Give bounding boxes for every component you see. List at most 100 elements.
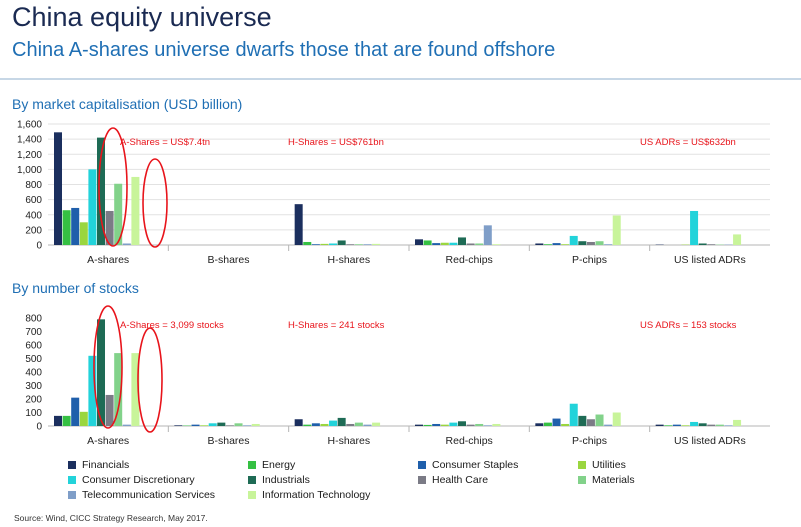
- legend-swatch: [68, 476, 76, 484]
- legend-label: Telecommunication Services: [82, 489, 216, 501]
- bar: [586, 419, 595, 426]
- bar: [79, 222, 88, 245]
- bar: [440, 424, 449, 426]
- bar: [329, 243, 338, 245]
- y-tick-label: 400: [25, 368, 42, 379]
- bar: [698, 423, 707, 426]
- bar: [604, 244, 613, 245]
- bar: [234, 423, 243, 426]
- bar: [329, 420, 338, 426]
- bar: [535, 423, 544, 426]
- bar: [578, 415, 587, 426]
- bar: [311, 244, 320, 245]
- bar: [707, 244, 716, 245]
- annotation-label: H-Shares = 241 stocks: [288, 320, 385, 331]
- bar: [97, 319, 105, 426]
- bar: [595, 414, 604, 426]
- legend-swatch: [248, 491, 256, 499]
- bar: [483, 225, 492, 245]
- highlight-circle: [137, 327, 163, 433]
- y-tick-label: 600: [25, 195, 42, 206]
- bar: [681, 425, 690, 426]
- bar: [432, 423, 441, 426]
- bar: [71, 207, 80, 245]
- bar: [372, 243, 381, 245]
- bar: [200, 425, 209, 426]
- bar: [595, 241, 604, 245]
- bar: [114, 353, 123, 426]
- bar: [578, 241, 587, 245]
- bar: [569, 403, 578, 426]
- bar: [346, 244, 355, 245]
- charts-canvas: By market capitalisation (USD billion) 0 2…: [12, 96, 770, 447]
- bar: [715, 424, 724, 426]
- bar: [131, 176, 140, 245]
- bar: [569, 235, 578, 245]
- bar: [105, 394, 114, 426]
- chart-title: By market capitalisation (USD billion): [12, 96, 242, 112]
- bar: [561, 423, 570, 426]
- bar: [690, 210, 699, 245]
- bar: [243, 425, 252, 426]
- y-tick-label: 1,600: [17, 120, 42, 131]
- y-tick-label: 0: [36, 422, 42, 433]
- highlight-circle: [93, 305, 123, 429]
- bar: [191, 424, 200, 426]
- bar: [320, 243, 329, 245]
- bar: [458, 421, 466, 426]
- bar: [672, 424, 681, 426]
- annotation-label: US ADRs = US$632bn: [640, 137, 736, 148]
- bar: [492, 423, 501, 426]
- annotation-label: H-Shares = US$761bn: [288, 137, 384, 148]
- category-label: P-chips: [572, 254, 607, 266]
- legend-label: Financials: [82, 459, 130, 471]
- category-label: US listed ADRs: [674, 435, 746, 447]
- bar: [698, 243, 707, 245]
- source-note: Source: Wind, CICC Strategy Research, Ma…: [14, 513, 208, 523]
- category-label: A-shares: [87, 254, 129, 266]
- bar: [561, 244, 570, 245]
- header-divider: [0, 78, 801, 80]
- category-label: Red-chips: [446, 254, 493, 266]
- bar: [217, 422, 226, 426]
- legend-label: Utilities: [592, 459, 626, 471]
- bar: [114, 183, 123, 245]
- bar: [346, 423, 355, 426]
- bar: [372, 422, 381, 426]
- category-label: US listed ADRs: [674, 254, 746, 266]
- bar: [294, 204, 303, 245]
- bar: [79, 411, 88, 426]
- y-tick-label: 1,400: [17, 135, 42, 146]
- legend-label: Health Care: [432, 474, 489, 486]
- annotation-label: A-Shares = 3,099 stocks: [120, 320, 224, 331]
- legend-label: Industrials: [262, 474, 310, 486]
- y-tick-label: 200: [25, 395, 42, 406]
- bar: [449, 242, 458, 245]
- category-label: H-shares: [328, 435, 371, 447]
- bar: [363, 244, 372, 245]
- legend-swatch: [68, 461, 76, 469]
- bar: [475, 423, 484, 426]
- chart-title: By number of stocks: [12, 280, 139, 296]
- highlight-circle: [98, 127, 128, 247]
- category-label: H-shares: [328, 254, 371, 266]
- category-label: P-chips: [572, 435, 607, 447]
- legend-swatch: [578, 461, 586, 469]
- bar: [707, 424, 716, 426]
- bar: [543, 244, 552, 245]
- y-tick-label: 600: [25, 341, 42, 352]
- y-tick-label: 100: [25, 408, 42, 419]
- y-tick-label: 0: [36, 241, 42, 252]
- bar: [97, 137, 105, 245]
- y-tick-label: 700: [25, 327, 42, 338]
- legend-swatch: [418, 476, 426, 484]
- page-subtitle: China A-shares universe dwarfs those tha…: [12, 39, 556, 61]
- legend-swatch: [578, 476, 586, 484]
- legend-label: Information Technology: [262, 489, 371, 501]
- bar: [423, 424, 432, 426]
- chart-legend: Financials Energy Consumer Staples Utilitie…: [68, 459, 708, 507]
- bar: [303, 424, 312, 426]
- bar: [432, 243, 441, 245]
- bar: [655, 424, 664, 426]
- bar: [724, 425, 733, 426]
